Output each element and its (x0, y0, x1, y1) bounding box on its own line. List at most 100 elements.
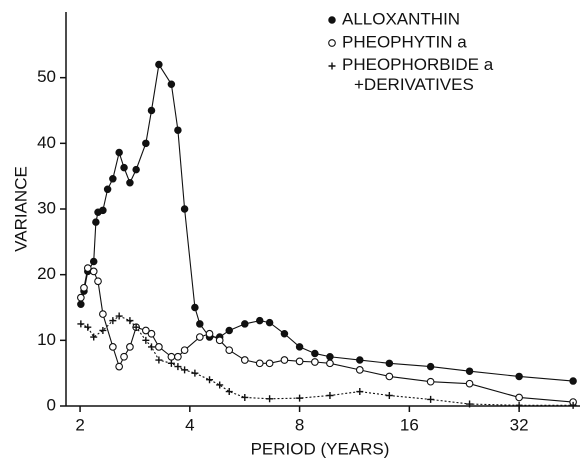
marker (108, 343, 117, 351)
marker (115, 362, 124, 371)
marker (142, 139, 150, 148)
marker (206, 376, 214, 384)
marker (115, 148, 123, 157)
marker (77, 300, 85, 308)
marker (180, 205, 189, 213)
marker (99, 310, 107, 318)
marker (77, 293, 85, 302)
y-tick-label: 10 (37, 330, 56, 349)
marker (92, 218, 100, 226)
marker (99, 326, 107, 334)
marker (120, 163, 128, 172)
marker (103, 185, 112, 194)
marker (109, 175, 117, 183)
marker (174, 126, 182, 134)
y-axis-label: VARIANCE (11, 166, 30, 252)
marker (280, 356, 289, 364)
marker (515, 401, 523, 409)
marker (466, 400, 474, 408)
marker (266, 395, 274, 403)
marker (295, 343, 304, 351)
marker (265, 318, 274, 327)
marker (215, 336, 224, 345)
marker (147, 329, 156, 338)
marker (109, 317, 117, 325)
marker (427, 395, 435, 403)
series-line (80, 315, 574, 406)
series-line (80, 267, 574, 403)
marker (216, 381, 224, 389)
marker (240, 356, 249, 364)
marker (132, 323, 140, 331)
marker (569, 377, 577, 385)
marker (142, 326, 150, 335)
marker (326, 359, 334, 368)
marker (426, 377, 435, 386)
y-tick-label: 0 (47, 395, 56, 414)
marker (328, 16, 336, 24)
marker (89, 267, 98, 276)
marker (296, 394, 304, 402)
marker (465, 379, 474, 388)
marker (174, 363, 182, 371)
marker (126, 178, 134, 187)
marker (195, 333, 204, 341)
marker (167, 352, 176, 361)
marker (225, 388, 233, 396)
marker (241, 393, 249, 401)
marker (265, 359, 274, 368)
marker (90, 333, 98, 341)
x-axis-label: PERIOD (YEARS) (251, 439, 390, 458)
legend-label: ALLOXANTHIN (342, 9, 460, 28)
marker (126, 343, 134, 351)
marker (326, 391, 334, 399)
marker (147, 106, 156, 115)
marker (84, 323, 92, 331)
marker (280, 330, 289, 338)
marker (191, 369, 199, 377)
y-tick-label: 30 (37, 198, 56, 217)
marker (77, 320, 85, 328)
marker (356, 388, 364, 396)
marker (191, 303, 199, 312)
x-tick-label: 4 (185, 415, 194, 434)
marker (241, 320, 249, 328)
marker (196, 320, 204, 328)
marker (515, 372, 523, 381)
marker (83, 264, 92, 272)
marker (180, 346, 189, 355)
marker (569, 401, 577, 409)
marker (356, 356, 364, 364)
marker (181, 366, 189, 374)
y-tick-label: 50 (37, 67, 56, 86)
marker (120, 352, 128, 361)
marker (99, 206, 107, 215)
marker (115, 312, 123, 320)
marker (355, 366, 364, 374)
marker (255, 316, 264, 325)
y-tick-label: 20 (37, 264, 56, 283)
marker (385, 359, 394, 368)
x-tick-label: 32 (510, 415, 529, 434)
marker (80, 283, 88, 292)
marker (311, 358, 319, 366)
x-tick-label: 16 (400, 415, 419, 434)
marker (515, 393, 523, 402)
marker (205, 329, 214, 338)
marker (385, 391, 393, 399)
marker (167, 359, 175, 367)
marker (328, 62, 336, 70)
marker (174, 352, 182, 361)
marker (385, 372, 394, 381)
marker (465, 367, 474, 375)
x-tick-label: 8 (295, 415, 304, 434)
marker (142, 336, 150, 344)
legend-label: PHEOPHYTIN a (342, 32, 467, 51)
marker (426, 362, 435, 371)
marker (225, 346, 234, 355)
marker (225, 326, 233, 335)
marker (167, 80, 176, 88)
marker (132, 165, 140, 174)
marker (295, 357, 304, 366)
